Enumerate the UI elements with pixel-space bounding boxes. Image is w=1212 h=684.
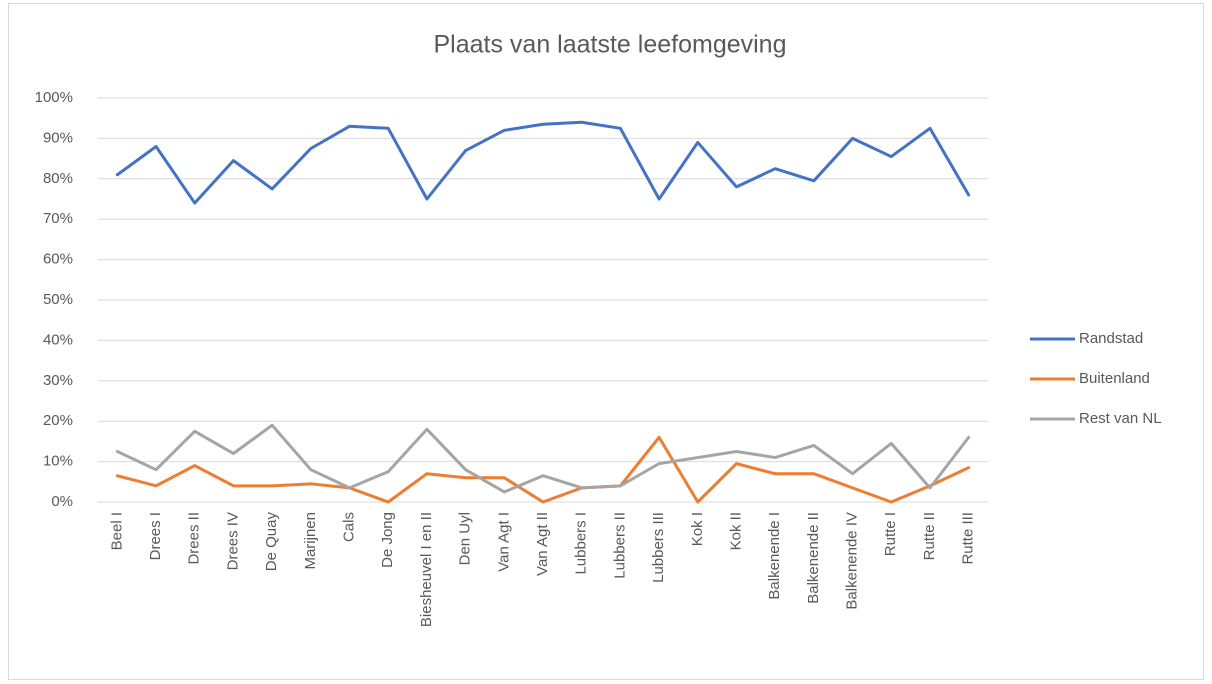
x-tick-label: Rutte I <box>882 512 899 556</box>
y-tick-label: 80% <box>43 170 73 187</box>
x-tick-label: De Jong <box>379 512 396 568</box>
x-tick-label: Balkenende II <box>805 512 822 604</box>
y-tick-label: 40% <box>43 331 73 348</box>
y-tick-label: 30% <box>43 372 73 389</box>
y-tick-label: 100% <box>35 89 73 106</box>
x-tick-label: Marijnen <box>302 512 319 570</box>
x-tick-label: Balkenende IV <box>844 512 861 610</box>
y-tick-label: 60% <box>43 251 73 268</box>
chart-title: Plaats van laatste leefomgeving <box>434 31 787 59</box>
x-tick-label: Lubbers I <box>573 512 590 575</box>
legend-label: Buitenland <box>1079 370 1150 387</box>
x-tick-label: Kok I <box>689 512 706 546</box>
y-tick-label: 70% <box>43 210 73 227</box>
x-tick-label: Cals <box>340 512 357 542</box>
y-tick-label: 10% <box>43 453 73 470</box>
x-tick-label: Van Agt I <box>495 512 512 572</box>
x-tick-label: Biesheuvel I en II <box>418 512 435 627</box>
y-tick-label: 90% <box>43 129 73 146</box>
x-tick-label: Lubbers II <box>611 512 628 579</box>
x-tick-label: Lubbers III <box>650 512 667 583</box>
x-tick-label: Kok II <box>727 512 744 550</box>
chart-border <box>8 3 1204 680</box>
x-tick-label: Rutte III <box>960 512 977 565</box>
x-tick-label: Beel I <box>108 512 125 550</box>
x-tick-label: De Quay <box>263 512 280 572</box>
x-tick-label: Drees IV <box>224 512 241 570</box>
series-line <box>115 435 971 504</box>
x-tick-label: Rutte II <box>921 512 938 560</box>
x-tick-label: Drees II <box>186 512 203 565</box>
series-line <box>115 423 971 494</box>
series-line <box>115 120 971 205</box>
x-tick-label: Drees I <box>147 512 164 560</box>
y-tick-label: 0% <box>51 493 73 510</box>
x-tick-label: Balkenende I <box>766 512 783 600</box>
legend-label: Randstad <box>1079 330 1143 347</box>
y-tick-label: 20% <box>43 412 73 429</box>
x-tick-label: Den Uyl <box>457 512 474 565</box>
x-tick-label: Van Agt II <box>534 512 551 576</box>
y-tick-label: 50% <box>43 291 73 308</box>
legend-label: Rest van NL <box>1079 410 1162 427</box>
